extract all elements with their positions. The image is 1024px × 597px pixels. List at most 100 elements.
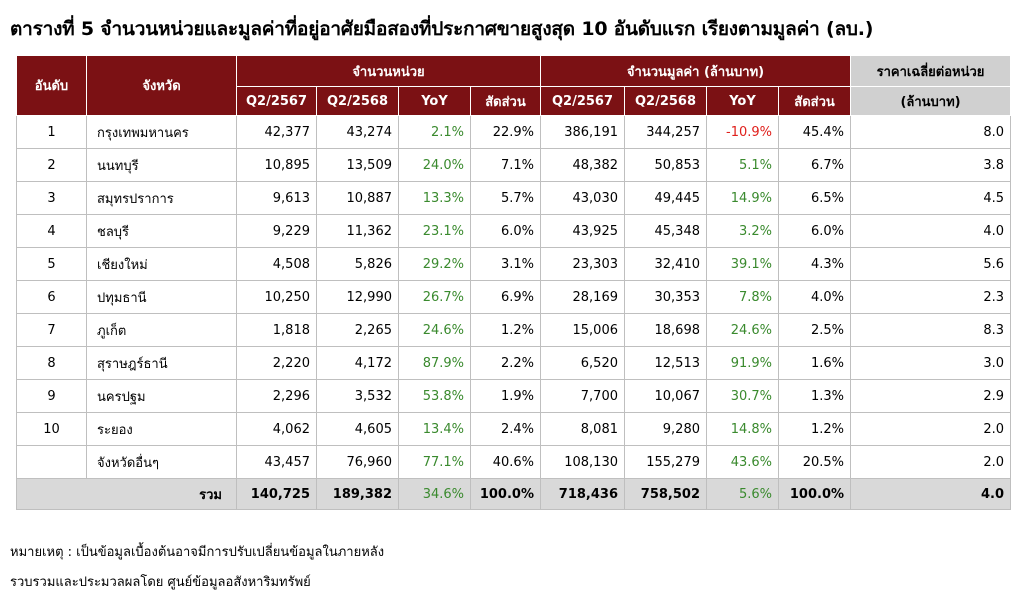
table-row: 2 นนทบุรี 10,895 13,509 24.0% 7.1% 48,382 50,85… (16, 148, 1012, 182)
cell-province: นนทบุรี (86, 148, 237, 182)
cell-value-2567: 48,382 (540, 148, 625, 182)
cell-rank: 8 (16, 346, 87, 380)
total-avg-price: 4.0 (850, 478, 1012, 510)
cell-value-share: 20.5% (777, 445, 852, 479)
total-value-share: 100.0% (777, 478, 852, 510)
total-row: รวม 140,725 189,382 34.6% 100.0% 718,436… (16, 478, 1012, 510)
cell-units-yoy: 23.1% (398, 214, 471, 248)
cell-units-yoy: 29.2% (398, 247, 471, 281)
cell-units-share: 1.9% (470, 379, 541, 413)
cell-value-yoy: 14.8% (706, 412, 779, 446)
table-row: 10 ระยอง 4,062 4,605 13.4% 2.4% 8,081 9,280 14.8… (16, 412, 1012, 446)
cell-units-2567: 4,062 (236, 412, 317, 446)
cell-value-share: 1.2% (777, 412, 852, 446)
cell-units-share: 40.6% (470, 445, 541, 479)
cell-province: สมุทรปราการ (86, 181, 237, 215)
cell-units-2568: 12,990 (316, 280, 399, 314)
cell-value-share: 6.0% (777, 214, 852, 248)
table-row: 6 ปทุมธานี 10,250 12,990 26.7% 6.9% 28,169 30,3… (16, 280, 1012, 314)
cell-units-2568: 5,826 (316, 247, 399, 281)
cell-units-2567: 43,457 (236, 445, 317, 479)
cell-units-share: 1.2% (470, 313, 541, 347)
cell-rank: 4 (16, 214, 87, 248)
total-label: รวม (16, 478, 237, 510)
cell-value-2567: 7,700 (540, 379, 625, 413)
source-note: รวบรวมและประมวลผลโดย ศูนย์ข้อมูลอสังหาริ… (10, 575, 311, 590)
cell-value-2567: 108,130 (540, 445, 625, 479)
cell-value-yoy: 91.9% (706, 346, 779, 380)
cell-value-share: 1.3% (777, 379, 852, 413)
table-row: 4 ชลบุรี 9,229 11,362 23.1% 6.0% 43,925 45,348 3… (16, 214, 1012, 248)
total-value-2568: 758,502 (624, 478, 707, 510)
cell-avg-price: 3.8 (850, 148, 1012, 182)
table-row: 3 สมุทรปราการ 9,613 10,887 13.3% 5.7% 43,030 49… (16, 181, 1012, 215)
cell-units-2568: 76,960 (316, 445, 399, 479)
table-title: ตารางที่ 5 จำนวนหน่วยและมูลค่าที่อยู่อาศ… (10, 18, 874, 40)
cell-value-2568: 32,410 (624, 247, 707, 281)
cell-value-share: 6.7% (777, 148, 852, 182)
header-avg-price: ราคาเฉลี่ยต่อหน่วย (850, 55, 1012, 87)
header-units-group: จำนวนหน่วย (236, 55, 541, 87)
cell-value-2568: 49,445 (624, 181, 707, 215)
cell-avg-price: 4.5 (850, 181, 1012, 215)
cell-value-2567: 6,520 (540, 346, 625, 380)
cell-value-2567: 386,191 (540, 115, 625, 149)
cell-value-2568: 9,280 (624, 412, 707, 446)
table-row: 1 กรุงเทพมหานคร 42,377 43,274 2.1% 22.9% 386,1… (16, 115, 1012, 149)
cell-value-2567: 23,303 (540, 247, 625, 281)
cell-units-share: 5.7% (470, 181, 541, 215)
cell-avg-price: 2.3 (850, 280, 1012, 314)
table-row: 9 นครปฐม 2,296 3,532 53.8% 1.9% 7,700 10,067 30.… (16, 379, 1012, 413)
cell-province: สุราษฎร์ธานี (86, 346, 237, 380)
total-units-yoy: 34.6% (398, 478, 471, 510)
cell-units-2567: 4,508 (236, 247, 317, 281)
cell-value-share: 6.5% (777, 181, 852, 215)
cell-units-2567: 10,895 (236, 148, 317, 182)
total-units-2568: 189,382 (316, 478, 399, 510)
cell-rank: 10 (16, 412, 87, 446)
header-value-group: จำนวนมูลค่า (ล้านบาท) (539, 55, 852, 87)
cell-avg-price: 8.3 (850, 313, 1012, 347)
cell-units-2568: 43,274 (316, 115, 399, 149)
cell-value-2568: 18,698 (624, 313, 707, 347)
header-value-share: สัดส่วน (777, 86, 852, 116)
cell-avg-price: 2.0 (850, 445, 1012, 479)
cell-rank: 7 (16, 313, 87, 347)
cell-rank: 1 (16, 115, 87, 149)
total-units-2567: 140,725 (236, 478, 317, 510)
total-value-2567: 718,436 (540, 478, 625, 510)
cell-units-2568: 10,887 (316, 181, 399, 215)
header-value-q2-2568: Q2/2568 (624, 86, 707, 116)
cell-value-share: 4.3% (777, 247, 852, 281)
cell-value-yoy: 3.2% (706, 214, 779, 248)
cell-value-share: 2.5% (777, 313, 852, 347)
cell-units-2568: 2,265 (316, 313, 399, 347)
cell-units-share: 2.2% (470, 346, 541, 380)
cell-units-2567: 42,377 (236, 115, 317, 149)
cell-units-share: 6.0% (470, 214, 541, 248)
cell-units-2568: 4,605 (316, 412, 399, 446)
cell-units-2567: 10,250 (236, 280, 317, 314)
header-avg-price-unit: (ล้านบาท) (850, 86, 1012, 116)
total-value-yoy: 5.6% (706, 478, 779, 510)
cell-province: ระยอง (86, 412, 237, 446)
cell-value-yoy: 14.9% (706, 181, 779, 215)
cell-rank: 6 (16, 280, 87, 314)
remark-note: หมายเหตุ : เป็นข้อมูลเบื้องต้นอาจมีการปร… (10, 545, 385, 560)
cell-avg-price: 5.6 (850, 247, 1012, 281)
cell-units-yoy: 2.1% (398, 115, 471, 149)
cell-province: ภูเก็ต (86, 313, 237, 347)
cell-avg-price: 4.0 (850, 214, 1012, 248)
cell-avg-price: 8.0 (850, 115, 1012, 149)
header-units-share: สัดส่วน (470, 86, 541, 116)
cell-units-share: 3.1% (470, 247, 541, 281)
cell-value-2567: 43,925 (540, 214, 625, 248)
cell-units-yoy: 53.8% (398, 379, 471, 413)
cell-units-2567: 9,229 (236, 214, 317, 248)
cell-units-yoy: 13.3% (398, 181, 471, 215)
cell-rank (16, 445, 87, 479)
cell-value-2568: 155,279 (624, 445, 707, 479)
table-row: 5 เชียงใหม่ 4,508 5,826 29.2% 3.1% 23,303 32,41… (16, 247, 1012, 281)
cell-units-share: 7.1% (470, 148, 541, 182)
cell-province: ปทุมธานี (86, 280, 237, 314)
